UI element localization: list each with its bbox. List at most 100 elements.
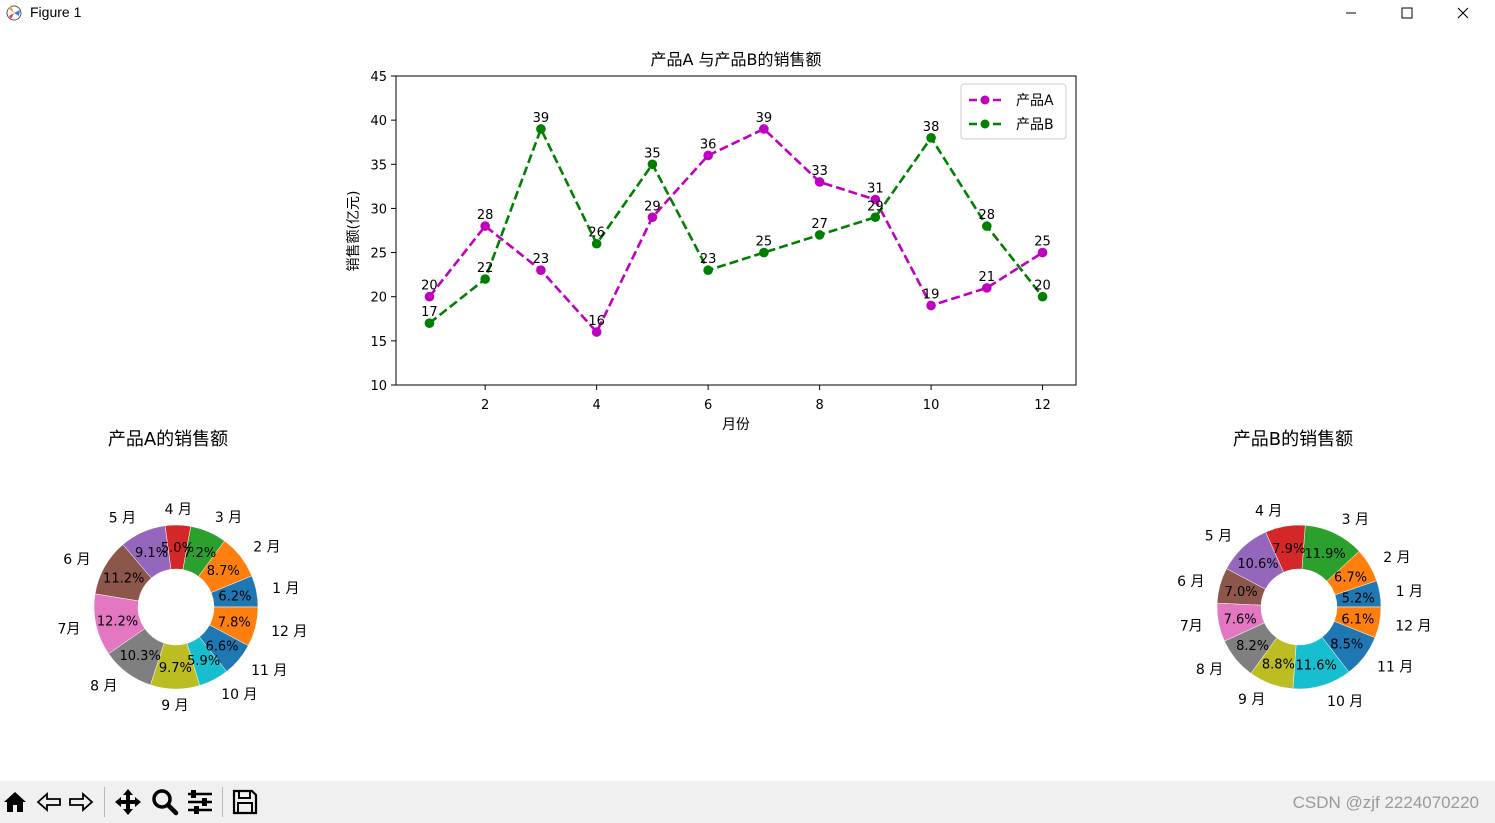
pie-percent-label: 7.0% <box>1225 585 1258 600</box>
data-point <box>870 212 881 223</box>
y-tick-label: 35 <box>370 158 387 173</box>
pan-icon <box>115 789 141 815</box>
pie-percent-label: 7.9% <box>1272 542 1305 557</box>
data-point <box>814 230 825 240</box>
pie-category-label: 3 月 <box>215 510 242 526</box>
line-chart: 产品A 与产品B的销售额 销售额(亿元) 月份 10 15 20 25 30 35 40 45… <box>346 50 1077 433</box>
data-label: 38 <box>923 120 940 135</box>
pie-b-title: 产品B的销售额 <box>1233 429 1353 450</box>
data-point <box>926 133 936 143</box>
line-chart-title: 产品A 与产品B的销售额 <box>650 50 821 69</box>
pie-percent-label: 5.2% <box>1342 591 1375 606</box>
data-label: 16 <box>588 314 605 329</box>
pie-percent-label: 8.2% <box>1236 639 1269 654</box>
pie-percent-label: 6.2% <box>218 589 251 604</box>
pie-percent-label: 11.2% <box>103 572 144 587</box>
close-icon <box>1457 7 1469 19</box>
zoom-icon <box>152 789 179 816</box>
pie-category-label: 11 月 <box>251 663 287 679</box>
pie-percent-label: 6.7% <box>1334 570 1367 585</box>
pan-button[interactable] <box>114 788 142 816</box>
pie-percent-label: 7.6% <box>1224 612 1257 627</box>
minimize-button[interactable] <box>1325 0 1377 26</box>
pie-category-label: 10 月 <box>1327 694 1363 710</box>
pie-percent-label: 8.7% <box>207 564 240 579</box>
data-label: 23 <box>700 252 717 267</box>
data-point <box>1037 291 1048 302</box>
data-point <box>536 124 546 134</box>
forward-button[interactable] <box>67 788 95 816</box>
pie-wedge <box>1333 606 1382 638</box>
pie-category-label: 9 月 <box>161 698 188 714</box>
back-icon <box>36 791 61 813</box>
data-point <box>870 194 881 205</box>
configure-subplots-button[interactable] <box>186 788 214 816</box>
pie-category-label: 6 月 <box>63 552 90 568</box>
pie-percent-label: 9.1% <box>135 546 168 561</box>
pie-category-label: 10 月 <box>221 687 257 703</box>
pie-a-title: 产品A的销售额 <box>108 429 228 450</box>
x-tick-label: 2 <box>481 398 489 413</box>
save-icon <box>232 789 258 815</box>
pie-percent-label: 5.9% <box>187 654 220 669</box>
data-point <box>647 212 658 223</box>
data-label: 39 <box>533 111 550 126</box>
maximize-button[interactable] <box>1381 0 1433 26</box>
data-point <box>814 177 825 187</box>
data-label: 19 <box>923 288 940 303</box>
forward-icon <box>69 791 94 813</box>
data-label: 20 <box>421 279 438 294</box>
pie-category-label: 7月 <box>58 622 81 638</box>
data-label: 28 <box>979 208 996 223</box>
data-label: 33 <box>811 164 828 179</box>
back-button[interactable] <box>35 788 63 816</box>
y-tick-label: 45 <box>370 70 387 85</box>
data-point <box>480 274 490 284</box>
legend-label-product-b: 产品B <box>1016 117 1054 133</box>
watermark-text: CSDN @zjf 2224070220 <box>1292 793 1479 812</box>
zoom-button[interactable] <box>151 788 179 816</box>
pie-category-label: 1 月 <box>272 581 299 597</box>
pie-category-label: 8 月 <box>90 679 117 695</box>
pie-percent-label: 6.6% <box>205 640 238 655</box>
data-point <box>759 247 769 258</box>
data-point <box>926 300 936 311</box>
data-label: 22 <box>477 261 494 276</box>
series-line-product-a <box>428 127 1044 335</box>
y-tick-label: 10 <box>370 379 387 394</box>
pie-percent-label: 8.8% <box>1262 657 1295 672</box>
pie-category-label: 6 月 <box>1177 574 1204 590</box>
data-point <box>703 265 713 276</box>
data-label: 17 <box>421 305 438 320</box>
data-label: 23 <box>533 252 550 267</box>
x-tick-label: 4 <box>593 398 601 413</box>
pie-category-label: 9 月 <box>1238 692 1265 708</box>
pie-category-label: 4 月 <box>1255 503 1282 519</box>
data-point <box>480 221 490 231</box>
legend-label-product-a: 产品A <box>1016 93 1054 109</box>
data-point <box>536 265 546 276</box>
pie-chart-product-b: 产品B的销售额 5.2% 1 月 6.7% 2 月 11.9% 3 月 7.9% 4 月 10.… <box>1177 429 1431 710</box>
data-point <box>647 159 658 170</box>
pie-category-label: 2 月 <box>253 540 280 556</box>
close-button[interactable] <box>1437 0 1489 26</box>
y-tick-label: 15 <box>370 335 387 350</box>
chart-legend: 产品A 产品B <box>960 83 1067 140</box>
plot-area-frame <box>395 75 1077 386</box>
data-label: 21 <box>979 270 996 285</box>
data-point <box>703 150 713 161</box>
window-title: Figure 1 <box>30 4 82 20</box>
home-button[interactable] <box>1 788 29 816</box>
pie-category-label: 12 月 <box>1395 619 1431 635</box>
data-point <box>424 291 435 302</box>
pie-category-label: 4 月 <box>165 502 192 518</box>
pie-percent-label: 7.2% <box>183 546 216 561</box>
save-button[interactable] <box>231 788 259 816</box>
app-icon <box>5 4 23 22</box>
y-tick-label: 20 <box>370 291 387 306</box>
y-tick-label: 30 <box>370 202 387 217</box>
configure-icon <box>188 790 212 814</box>
window-titlebar: Figure 1 <box>0 0 1495 26</box>
y-tick-label: 40 <box>370 114 387 129</box>
toolbar-separator <box>104 787 105 817</box>
